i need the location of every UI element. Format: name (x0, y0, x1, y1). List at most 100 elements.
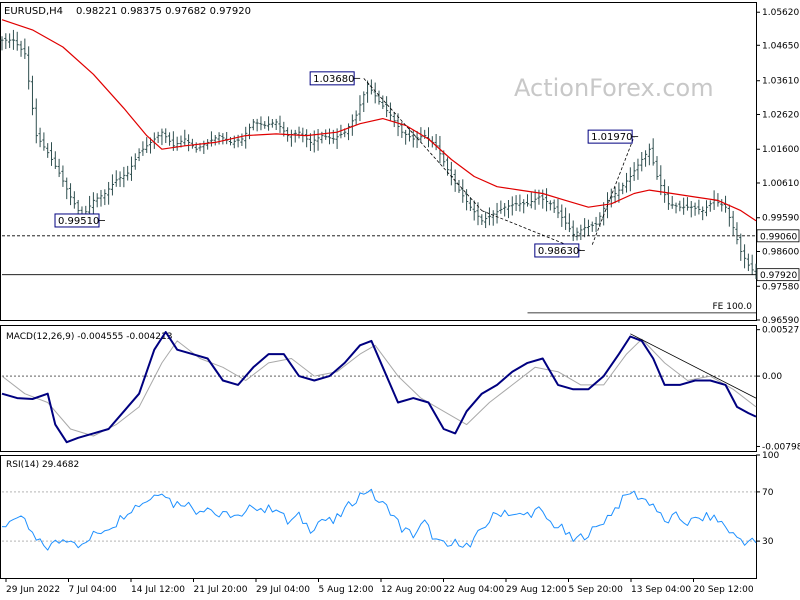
macd-frame (0, 325, 757, 452)
price-bar (666, 186, 671, 210)
price-bar (544, 188, 549, 212)
price-bar (179, 135, 183, 148)
price-bar (8, 33, 12, 49)
price-axis-label: 0.99590 (762, 214, 799, 224)
price-bar (522, 199, 526, 214)
price-bar (156, 131, 160, 144)
price-bar (464, 189, 469, 211)
price-bar (0, 36, 4, 51)
price-bar (217, 132, 221, 145)
price-bar (491, 210, 495, 226)
price-bar (305, 129, 309, 148)
level-value-box (756, 268, 800, 282)
price-panel: 1.05620 1.04650 1.03610 1.02620 1.01600 1.006… (0, 8, 799, 326)
price-bar (274, 118, 278, 130)
time-axis-label: 22 Aug 04:00 (444, 585, 505, 595)
price-bar (118, 171, 122, 187)
price-bar (727, 204, 731, 227)
price-bar (472, 200, 476, 221)
swing-point-label: 0.98630 (538, 246, 579, 257)
watermark: ActionForex.com (514, 74, 714, 102)
rsi-axis-label: 30 (762, 537, 774, 547)
price-bar (392, 112, 396, 128)
price-axis-label: 1.03610 (762, 77, 799, 87)
price-bar (480, 214, 484, 226)
price-bar (579, 224, 583, 241)
price-bar (731, 210, 735, 236)
price-bar (365, 80, 370, 103)
macd-main-line (1, 331, 757, 444)
time-axis-label: 5 Aug 12:00 (319, 585, 374, 595)
price-bar (72, 191, 76, 209)
time-axis-label: 12 Aug 20:00 (381, 585, 442, 595)
price-bar (15, 31, 19, 51)
price-axis-label: 1.01600 (762, 145, 799, 155)
price-bar (739, 233, 743, 261)
price-bar (137, 148, 141, 162)
price-bar (404, 129, 408, 145)
price-bar (346, 123, 351, 141)
price-bar (663, 179, 667, 203)
price-bar (164, 128, 168, 144)
price-bar (126, 165, 130, 181)
price-bar (324, 129, 328, 140)
price-bar (160, 128, 164, 146)
time-axis-label: 20 Sep 12:00 (694, 585, 754, 595)
macd-axis-label: -0.007984 (762, 442, 800, 452)
price-bar (362, 91, 366, 113)
price-bar (373, 82, 377, 104)
time-axis-label: 29 Aug 12:00 (506, 585, 567, 595)
time-axis-label: 7 Jul 04:00 (69, 585, 118, 595)
time-axis-label: 13 Sep 04:00 (631, 585, 691, 595)
price-bar (68, 183, 73, 206)
price-bar (190, 138, 195, 149)
macd-trendline (630, 333, 757, 399)
level-value-box (756, 229, 800, 243)
price-bar (133, 153, 137, 170)
price-bar (659, 165, 663, 196)
price-bar (529, 192, 533, 209)
fib-projection-leg-3 (591, 136, 635, 245)
price-bar (308, 133, 313, 152)
price-bar (708, 200, 712, 212)
macd-axis-label: 0.00527 (762, 326, 799, 336)
swing-point-label: 1.03680 (313, 74, 354, 85)
price-bar (674, 202, 678, 214)
price-bar (122, 166, 126, 188)
price-bar (640, 151, 644, 172)
price-bar (632, 162, 636, 181)
price-bar (91, 192, 95, 218)
time-axis-label: 14 Jul 12:00 (131, 585, 185, 595)
price-bar (750, 254, 754, 275)
price-bar (461, 179, 465, 203)
price-bar (221, 133, 225, 145)
price-bar (735, 222, 739, 245)
price-bar (27, 46, 31, 90)
rsi-axis-label: 70 (762, 488, 774, 498)
price-bar (643, 150, 648, 167)
price-bar (30, 75, 35, 116)
price-bar (38, 127, 42, 148)
price-bar (689, 201, 693, 218)
fib-projection-leg-2 (481, 210, 581, 251)
price-bar (34, 98, 38, 144)
price-bar (720, 199, 724, 212)
level-value-label: 0.97920 (760, 271, 797, 281)
price-bar (525, 194, 530, 207)
price-bar (628, 167, 632, 192)
price-bar (583, 218, 587, 238)
price-bar (647, 143, 651, 166)
rsi-title: RSI(14) 29.4682 (6, 460, 79, 470)
price-bar (613, 187, 617, 204)
price-bar (388, 102, 393, 122)
price-bar (255, 118, 259, 132)
price-bar (114, 170, 118, 187)
price-bar (685, 197, 690, 211)
price-bar (499, 200, 503, 214)
price-bar (617, 182, 621, 203)
price-bar (57, 158, 61, 178)
price-bar (510, 196, 514, 216)
price-bar (42, 132, 46, 151)
price-bar (563, 207, 568, 230)
rsi-axis-label: 100 (762, 451, 779, 461)
